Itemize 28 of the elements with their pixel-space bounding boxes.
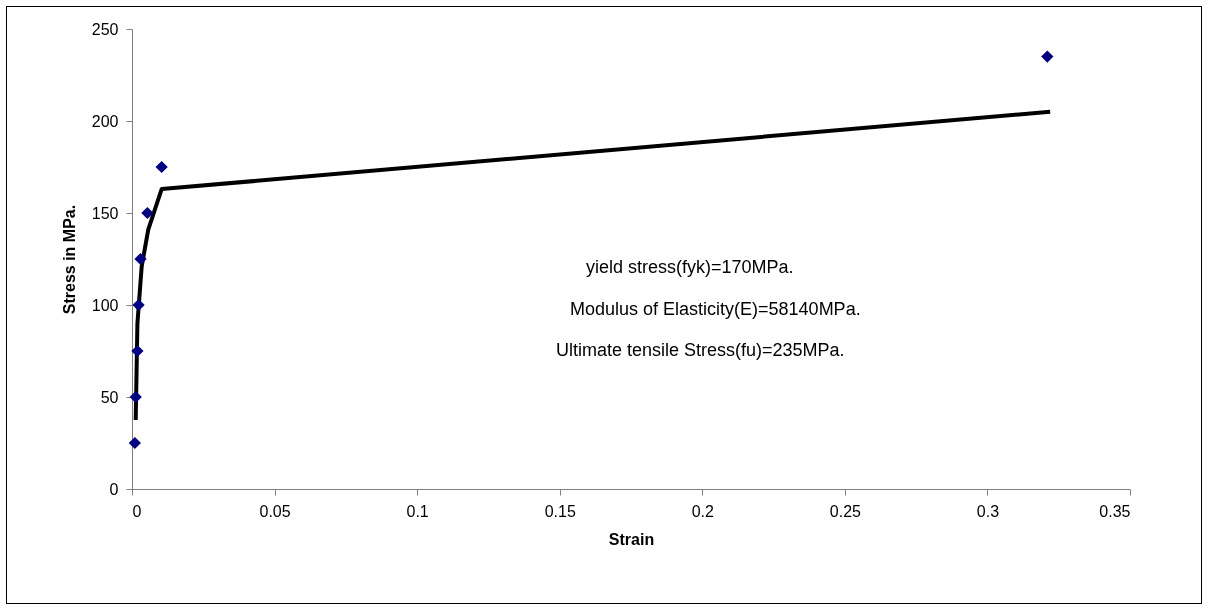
point <box>155 160 168 174</box>
y-tick-label: 150 <box>91 204 119 222</box>
point <box>141 206 154 220</box>
annotation: yield stress(fyk)=170MPa. <box>586 257 794 278</box>
x-tick-label: 0.1 <box>406 502 429 520</box>
x-tick-label: 0.25 <box>829 502 862 520</box>
x-tick-label: 0 <box>132 502 142 520</box>
y-tick-label: 250 <box>91 20 119 38</box>
y-tick-label: 200 <box>91 112 119 130</box>
x-axis-title: Strain <box>608 530 655 548</box>
point <box>132 298 145 312</box>
annotation: Ultimate tensile Stress(fu)=235MPa. <box>556 340 845 360</box>
x-tick-label: 0.15 <box>544 502 576 520</box>
y-tick-label: 50 <box>100 388 119 406</box>
point <box>131 344 144 358</box>
y-tick-label: 0 <box>109 480 119 498</box>
line-series <box>133 109 1053 422</box>
x-tick-label: 0.2 <box>691 502 714 520</box>
point <box>1041 50 1054 63</box>
annotation: Modulus of Elasticity(E)=58140MPa. <box>570 298 861 319</box>
point <box>128 436 141 450</box>
x-tick-label: 0.05 <box>259 502 291 520</box>
x-tick-label: 0.35 <box>1099 502 1131 520</box>
y-tick-label: 100 <box>91 296 119 314</box>
point <box>129 390 142 404</box>
x-tick-label: 0.3 <box>976 502 1000 520</box>
point <box>134 252 147 266</box>
y-axis-title: Stress in MPa. <box>60 204 78 315</box>
